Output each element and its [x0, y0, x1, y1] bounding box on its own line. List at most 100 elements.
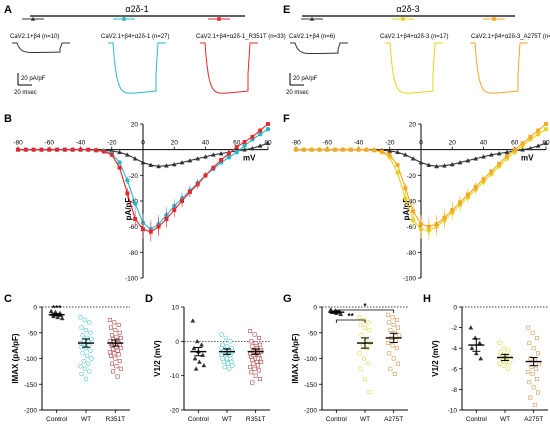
y-tick-label: -80: [407, 250, 417, 257]
data-point: [83, 327, 89, 333]
data-point: [125, 191, 130, 196]
legend-marker: [217, 17, 221, 21]
data-point: [411, 209, 416, 214]
data-point: [101, 149, 106, 154]
data-point: [242, 147, 247, 152]
data-point: [266, 122, 270, 126]
y-tick-label: 0: [33, 305, 37, 312]
data-point: [83, 376, 89, 382]
x-tick-label: 60: [511, 140, 519, 147]
data-point: [418, 159, 424, 165]
y-tick-label: -100: [125, 276, 138, 283]
data-point: [530, 330, 535, 335]
data-point: [124, 152, 130, 157]
data-point: [201, 362, 207, 368]
data-point: [257, 143, 263, 148]
legend-label: CaV2.1+β4+α2δ-1_R351T (n=33): [196, 34, 286, 40]
category-label: Control: [188, 416, 210, 423]
x-tick-label: -40: [354, 140, 364, 147]
y-axis-label: V1/2 (mV): [153, 340, 162, 377]
x-tick-label: -40: [76, 140, 86, 147]
data-point: [226, 366, 232, 372]
data-point: [113, 328, 118, 333]
data-point: [218, 151, 224, 156]
data-point: [190, 318, 196, 323]
y-tick-label: -100: [304, 356, 317, 363]
scale-current-e: 20 pA/pF: [293, 76, 318, 82]
data-point: [410, 156, 416, 161]
data-point: [242, 140, 247, 144]
data-point: [533, 366, 538, 371]
data-point: [348, 147, 353, 152]
data-point: [39, 147, 44, 152]
data-point: [501, 363, 507, 368]
current-trace: [385, 42, 443, 94]
data-point: [111, 369, 116, 374]
panel-letter-a: A: [4, 4, 12, 16]
data-point: [148, 229, 153, 234]
data-point: [141, 227, 145, 232]
data-point: [536, 128, 541, 133]
data-point: [392, 330, 397, 335]
data-point: [391, 356, 396, 361]
data-point: [82, 366, 88, 372]
data-point: [359, 333, 364, 338]
legend-e: CaV2.1+β4 (n=6) CaV2.1+β4+α2δ-3 (n=17) CaV…: [289, 16, 550, 40]
data-point: [259, 359, 264, 364]
data-point: [527, 341, 532, 346]
y-tick-label: -100: [24, 356, 37, 363]
data-point: [234, 145, 239, 150]
data-point: [535, 377, 539, 382]
data-point: [520, 147, 525, 152]
category-label: WT: [81, 416, 91, 423]
data-point: [219, 157, 224, 162]
data-point: [116, 323, 121, 327]
legend-label: CaV2.1+β4 (n=10): [10, 34, 59, 40]
data-point: [357, 351, 362, 356]
data-point: [117, 165, 122, 170]
data-point: [228, 352, 233, 358]
data-point: [543, 126, 549, 132]
current-trace: [290, 42, 348, 55]
data-point: [395, 346, 399, 351]
category-label: A275T: [384, 416, 403, 423]
data-point: [94, 148, 99, 153]
data-point: [80, 333, 85, 338]
data-point: [387, 320, 392, 325]
data-point: [133, 217, 138, 221]
series-square: [16, 122, 270, 242]
data-point: [252, 332, 257, 337]
x-tick-label: 20: [171, 140, 179, 147]
data-point: [108, 325, 113, 330]
legend-label: CaV2.1+β4+α2δ-3_A275T (n=19): [471, 34, 550, 40]
data-point: [366, 361, 371, 366]
y-tick-label: -2: [451, 325, 457, 332]
data-point: [543, 140, 549, 146]
data-point: [506, 348, 511, 353]
data-point: [497, 340, 502, 346]
data-point: [458, 200, 463, 205]
data-point: [70, 147, 75, 152]
legend-label: CaV2.1+β4+α2δ-3 (n=17): [380, 34, 448, 40]
legend-marker: [30, 16, 36, 21]
data-point: [48, 308, 54, 313]
data-point: [506, 366, 511, 372]
legend-marker: [400, 16, 406, 22]
y-tick-label: -6: [451, 366, 457, 373]
data-point: [171, 161, 177, 167]
data-point: [242, 143, 247, 149]
data-point: [387, 152, 392, 157]
category-label: Control: [466, 416, 488, 423]
data-point: [254, 359, 259, 364]
y-axis-label: V1/2 (mV): [431, 340, 440, 377]
data-point: [250, 358, 255, 363]
category-label: R351T: [106, 416, 126, 423]
data-point: [403, 196, 408, 201]
data-point: [88, 330, 93, 335]
data-point: [390, 343, 395, 348]
y-tick-label: -50: [308, 330, 318, 337]
legend-marker: [309, 16, 315, 21]
data-point: [148, 162, 154, 167]
data-point: [164, 217, 169, 221]
data-point: [367, 389, 372, 395]
